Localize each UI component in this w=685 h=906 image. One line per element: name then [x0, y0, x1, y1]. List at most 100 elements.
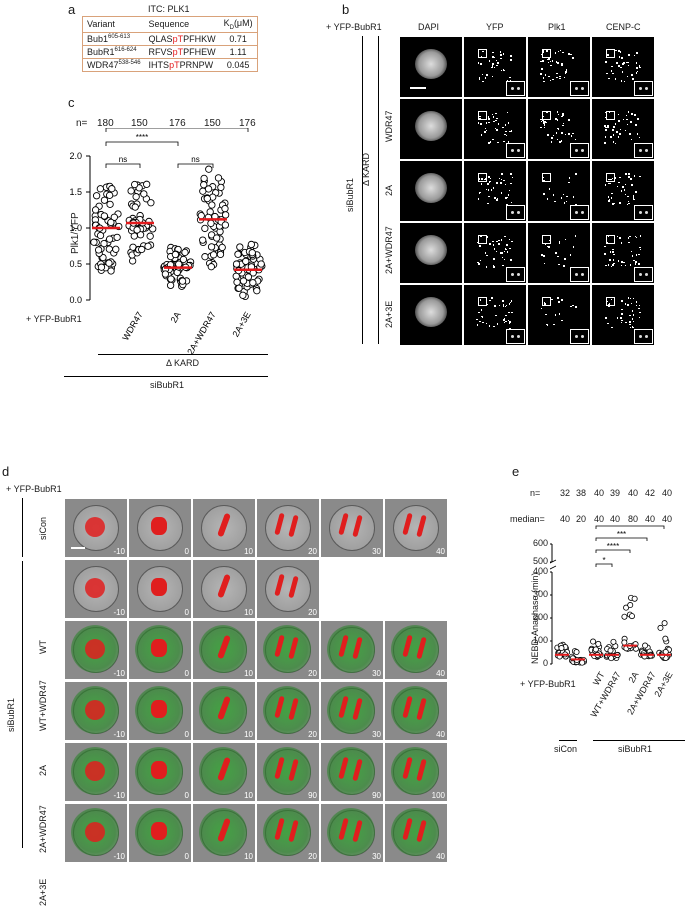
itc-row: Bub1605-613 QLASpTPFHKW 0.71 [82, 32, 258, 46]
micrograph-dapi [400, 161, 462, 221]
timelapse-frame: 0 [128, 864, 192, 866]
panel-b-group-label: Δ KARD [361, 152, 371, 186]
timelapse-frame: -10 [64, 620, 128, 680]
panel-c-point [108, 185, 116, 193]
panel-e-sig-label: * [628, 524, 631, 527]
panel-c-point [129, 257, 137, 265]
timelapse-frame: -10 [64, 559, 128, 619]
micrograph-cenp-c [592, 285, 654, 345]
zoom-inset [634, 329, 653, 344]
micrograph-plk1 [528, 37, 590, 97]
timelapse-time: 100 [431, 791, 445, 800]
zoom-inset [506, 329, 525, 344]
panel-e-median-value: 40 [594, 514, 605, 524]
panel-e-sig-bracket [595, 549, 631, 553]
timelapse-frame: 90 [256, 742, 320, 802]
panel-c-point [235, 284, 243, 292]
panel-e-ytick-label: 600 [532, 538, 548, 548]
panel-e-point [607, 647, 614, 654]
panel-d-outer-label: siBubR1 [6, 697, 16, 732]
timelapse-time: 0 [184, 547, 189, 556]
panel-c-point [239, 277, 248, 285]
timelapse-frame: 100 [384, 742, 448, 802]
zoom-inset [634, 143, 653, 158]
timelapse-time: -10 [113, 852, 125, 861]
panel-c-condition: + YFP-BubR1 [26, 314, 82, 324]
zoom-inset [570, 81, 589, 96]
panel-c-point [100, 239, 108, 248]
timelapse-time: 30 [372, 852, 381, 861]
panel-c-point [167, 275, 175, 283]
timelapse-time: 20 [308, 852, 317, 861]
panel-e-group-left: siCon [554, 744, 578, 754]
panel-e-group-right: siBubR1 [618, 744, 653, 754]
panel-c-point [161, 270, 170, 278]
timelapse-frame: 40 [384, 620, 448, 680]
panel-c-point [90, 238, 98, 246]
timelapse-frame: 40 [384, 498, 448, 558]
panel-c-point [179, 255, 188, 264]
panel-c-outer-bracket [64, 376, 268, 377]
panel-c-point [207, 243, 216, 251]
panel-c-point [236, 243, 244, 251]
panel-e-median-value: 40 [645, 514, 656, 524]
panel-c-point [113, 233, 121, 242]
timelapse-time: 20 [308, 547, 317, 556]
timelapse-frame: 10 [192, 559, 256, 619]
panel-d-sicon-bracket [22, 498, 23, 557]
panel-c-point [133, 226, 141, 234]
timelapse-frame: -10 [64, 864, 128, 866]
timelapse-time: -10 [113, 730, 125, 739]
panel-c-point [201, 224, 209, 233]
panel-d-row-label: 2A+3E [38, 878, 48, 906]
timelapse-time: 0 [184, 608, 189, 617]
panel-c-point [247, 240, 256, 249]
micrograph-dapi [400, 223, 462, 283]
panel-e-point [623, 604, 630, 611]
panel-b-kard-bracket [362, 36, 363, 344]
timelapse-time: 40 [436, 852, 445, 861]
panel-e-n-value: 40 [594, 488, 605, 498]
timelapse-time: 40 [436, 730, 445, 739]
zoom-inset [506, 143, 525, 158]
panel-c-ylabel: Plk1/YFP [70, 212, 81, 254]
panel-c-point [144, 242, 152, 250]
timelapse-frame: 10 [192, 498, 256, 558]
zoom-inset [570, 143, 589, 158]
timelapse-time: 30 [372, 669, 381, 678]
panel-c-n-value: 176 [239, 118, 256, 129]
panel-e-median-value: 40 [610, 514, 621, 524]
timelapse-time: 10 [244, 730, 253, 739]
panel-c-point [249, 279, 257, 287]
panel-c-chart: 0.00.51.01.52.0********nsnsWDR472A2A+WDR… [69, 128, 266, 356]
panel-e-point [590, 638, 597, 645]
scale-bar [410, 87, 426, 89]
itc-header-kd: KD(μM) [219, 16, 258, 33]
panel-d-sibubr1-bracket [22, 561, 23, 848]
panel-letter-d: d [2, 464, 10, 479]
panel-e-point [595, 640, 602, 647]
panel-c-xtick-label: 2A [169, 310, 183, 325]
panel-e-sig-label: * [602, 556, 605, 565]
panel-b-col-plk1: Plk1 [548, 22, 566, 32]
panel-e-ytick-label: 0 [542, 658, 548, 668]
timelapse-time: -10 [113, 669, 125, 678]
timelapse-frame: 0 [128, 803, 192, 863]
panel-c-point [178, 277, 187, 285]
zoom-inset [570, 267, 589, 282]
panel-c-n-value: 176 [169, 118, 186, 129]
panel-letter-a: a [68, 2, 76, 17]
panel-d-row-label: WT+WDR47 [38, 680, 48, 731]
panel-b-col-yfp: YFP [486, 22, 504, 32]
panel-c-ytick-label: 1.0 [69, 223, 82, 233]
timelapse-frame: 20 [256, 498, 320, 558]
panel-c-point [143, 180, 151, 188]
panel-c-sig-bracket [105, 163, 141, 168]
panel-b-row-label: 2A+3E [384, 300, 394, 328]
timelapse-frame: 10 [192, 620, 256, 680]
timelapse-frame: 30 [320, 681, 384, 741]
panel-c-ytick-label: 0.5 [69, 259, 82, 269]
panel-c-group-label: Δ KARD [166, 358, 200, 368]
panel-c-kard-bracket [98, 354, 268, 355]
micrograph-dapi [400, 99, 462, 159]
